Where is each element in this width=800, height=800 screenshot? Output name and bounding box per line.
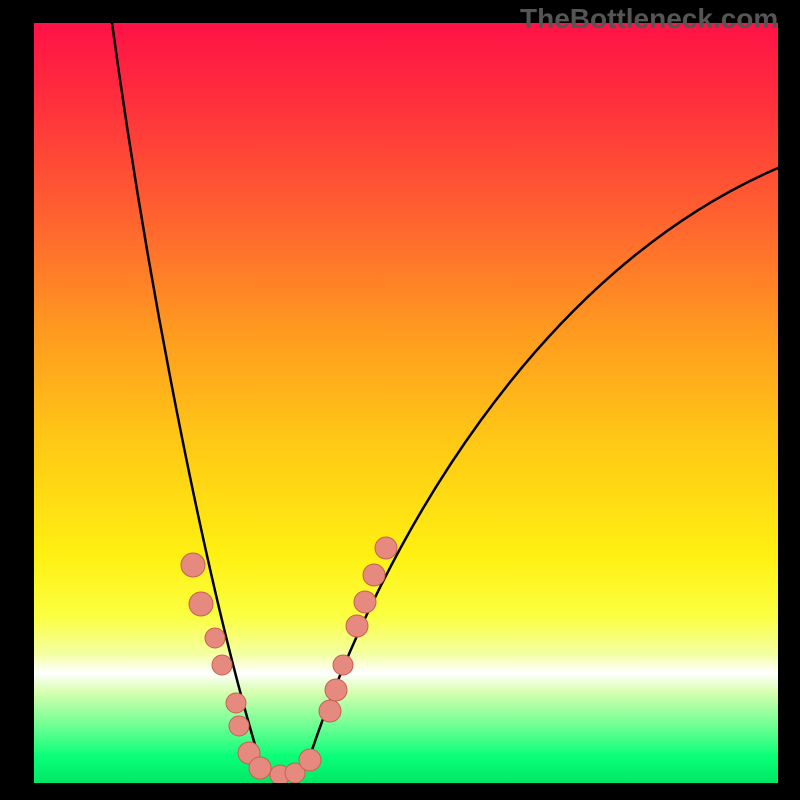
data-dot [212, 655, 232, 675]
data-dot [229, 716, 249, 736]
data-dot [299, 749, 321, 771]
data-dot [375, 537, 397, 559]
data-dot [189, 592, 213, 616]
frame-right [778, 0, 800, 800]
data-dot [325, 679, 347, 701]
frame-bottom [0, 783, 800, 800]
data-dot [249, 757, 271, 779]
data-dot [319, 700, 341, 722]
bottleneck-chart [0, 0, 800, 800]
frame-left [0, 0, 34, 800]
watermark-text: TheBottleneck.com [520, 3, 778, 35]
data-dot [226, 693, 246, 713]
data-dot [181, 553, 205, 577]
data-dot [346, 615, 368, 637]
data-dot [354, 591, 376, 613]
data-dot [205, 628, 225, 648]
data-dot [363, 564, 385, 586]
data-dot [333, 655, 353, 675]
plot-background [34, 23, 778, 783]
